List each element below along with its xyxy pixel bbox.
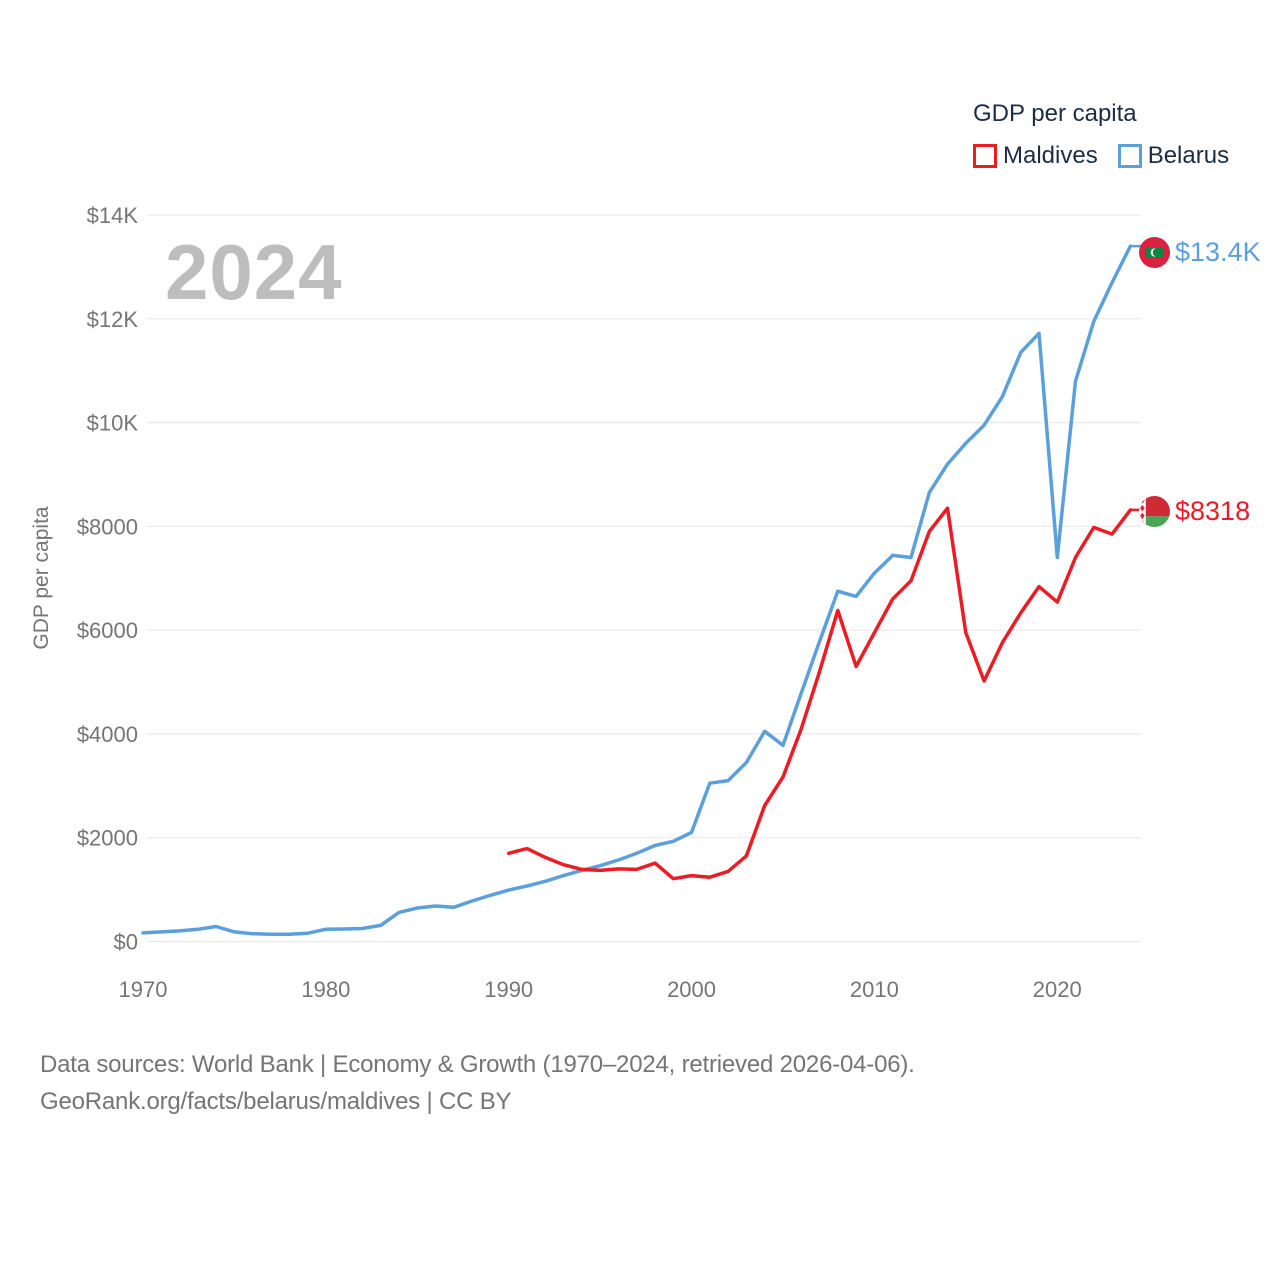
belarus-flag-icon — [1139, 495, 1170, 527]
series-lines — [141, 244, 1154, 936]
y-tick-label: $2000 — [77, 826, 138, 851]
legend-row: Maldives Belarus — [973, 142, 1229, 170]
x-tick-label: 1990 — [484, 977, 533, 1002]
y-tick-label: $10K — [87, 411, 139, 436]
legend: GDP per capita Maldives Belarus — [973, 100, 1229, 170]
maldives-line — [141, 244, 1133, 936]
y-tick-label: $14K — [87, 203, 139, 228]
legend-item-belarus[interactable]: Maldives — [973, 142, 1098, 170]
maldives-flag-icon — [1139, 236, 1170, 268]
legend-title: GDP per capita — [973, 100, 1137, 127]
x-tick-label: 1970 — [119, 977, 168, 1002]
maldives-swatch-icon — [1117, 144, 1142, 168]
belarus-swatch-icon — [973, 144, 997, 168]
legend-item-maldives[interactable]: Belarus — [1117, 142, 1230, 170]
x-tick-label: 1980 — [301, 977, 350, 1002]
attribution-line: GeoRank.org/facts/belarus/maldives | CC … — [40, 1088, 512, 1115]
legend-item-label: Belarus — [1147, 142, 1230, 169]
data-sources-line: Data sources: World Bank | Economy & Gro… — [40, 1051, 915, 1078]
footer: Data sources: World Bank | Economy & Gro… — [40, 1046, 915, 1120]
belarus-end-label: $8318 — [1139, 495, 1250, 527]
x-tick-label: 2000 — [667, 977, 716, 1002]
x-axis-labels: 1970 1980 1990 2000 2010 2020 — [119, 977, 1082, 1002]
x-tick-label: 2020 — [1033, 977, 1082, 1002]
maldives-end-label: $13.4K — [1139, 236, 1261, 268]
y-axis-title: GDP per capita — [30, 506, 53, 650]
watermark-year: 2024 — [165, 228, 343, 316]
maldives-end-value: $13.4K — [1175, 236, 1261, 267]
y-tick-label: $0 — [114, 930, 138, 955]
y-axis-labels: $0 $2000 $4000 $6000 $8000 $10K $12K $14K — [77, 203, 139, 955]
y-tick-label: $12K — [87, 307, 139, 332]
gridlines — [147, 214, 1141, 943]
belarus-end-value: $8318 — [1175, 495, 1251, 526]
y-tick-label: $6000 — [77, 618, 138, 643]
chart: $0$2000$4000$6000$8000$10K$12K$14K 1970 1… — [30, 203, 1154, 1002]
legend-item-label: Maldives — [1003, 142, 1098, 169]
y-tick-label: $8000 — [77, 514, 138, 539]
belarus-line — [506, 506, 1133, 881]
y-tick-label: $4000 — [77, 722, 138, 747]
x-tick-label: 2010 — [850, 977, 899, 1002]
